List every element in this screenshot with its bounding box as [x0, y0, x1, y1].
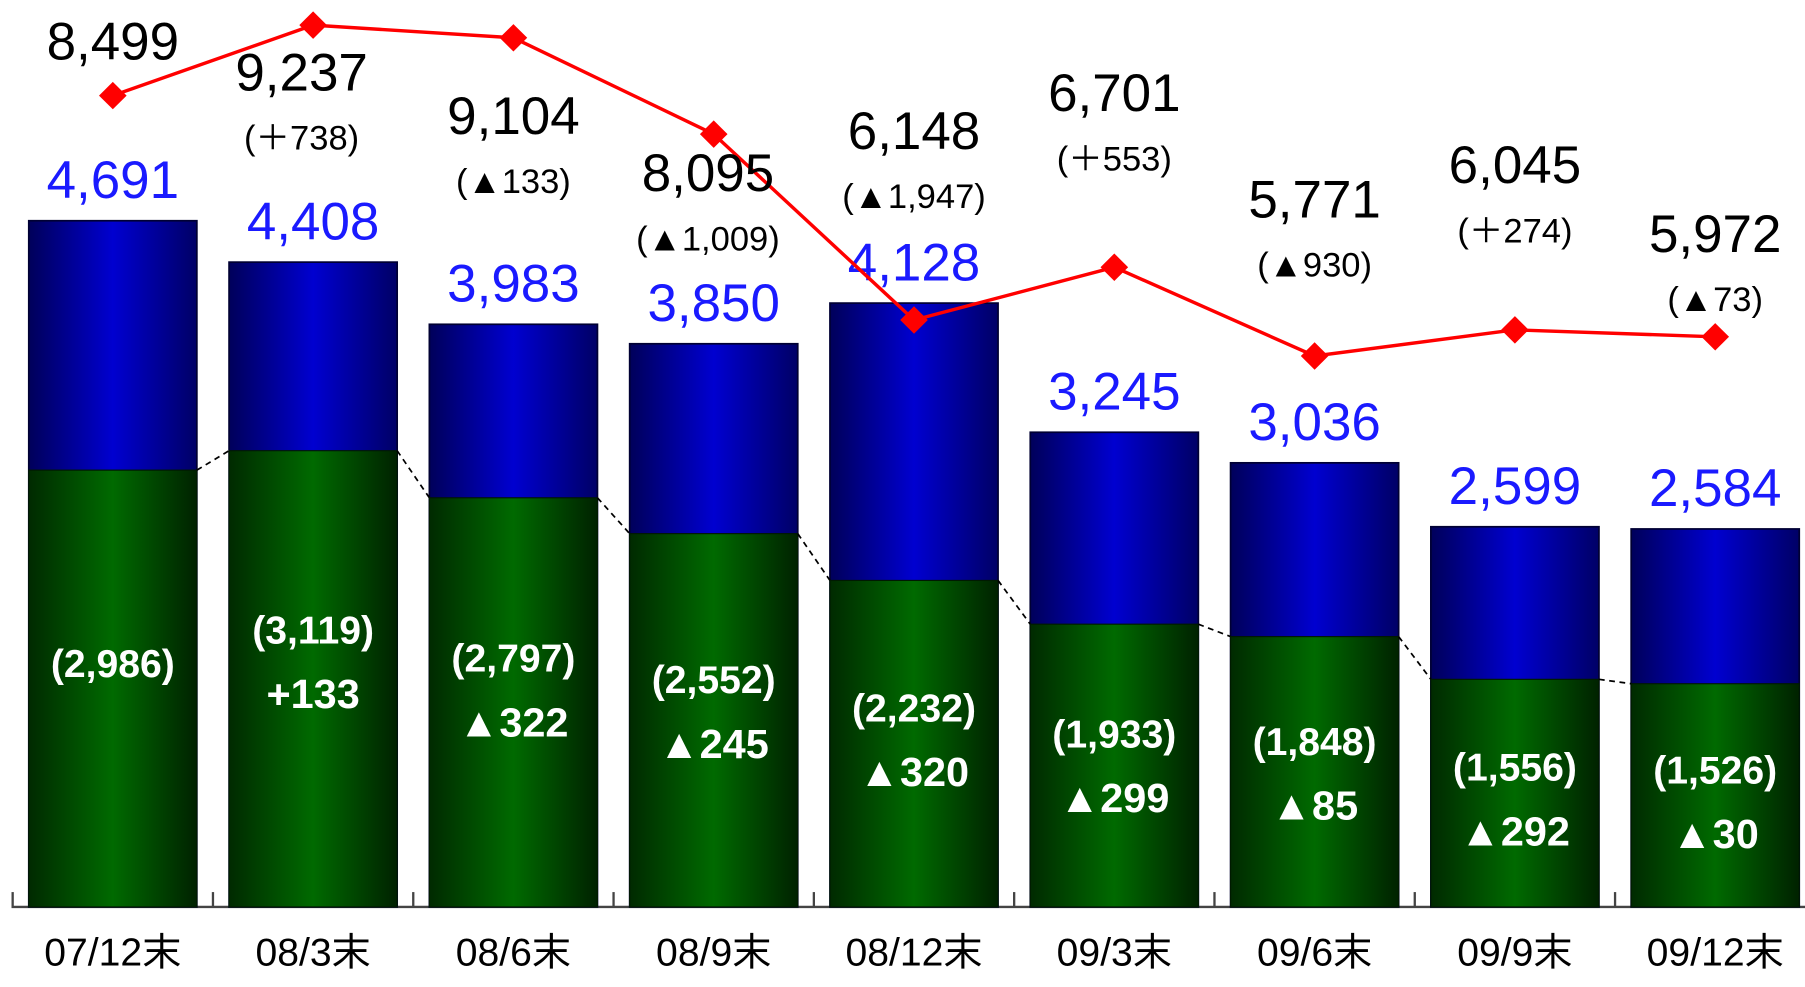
bar-value-label: (1,933) — [1052, 714, 1176, 757]
change-label: (▲1,947) — [842, 178, 986, 216]
connector — [196, 449, 230, 471]
x-tick-label: 09/12末 — [1647, 931, 1784, 974]
change-label: ▲322 — [458, 699, 568, 745]
line-value-label: 8,499 — [47, 13, 179, 72]
bar-value-label: (2,797) — [451, 638, 575, 681]
x-tick-label: 08/3末 — [255, 931, 370, 974]
x-tick-label: 07/12末 — [44, 931, 181, 974]
line-value-label: 6,701 — [1048, 64, 1180, 123]
marker — [299, 11, 327, 39]
x-tick-label: 09/6末 — [1257, 931, 1372, 974]
marker — [98, 81, 127, 110]
bar — [629, 533, 799, 908]
change-label: ▲299 — [1059, 775, 1169, 821]
line-value-label: 9,237 — [235, 44, 367, 103]
change-label: (＋274) — [1457, 212, 1572, 250]
bar — [228, 450, 398, 908]
bar-value-label: 4,691 — [47, 151, 179, 210]
marker — [499, 24, 528, 52]
change-label: ▲30 — [1672, 811, 1759, 857]
marker — [1100, 253, 1129, 281]
bar — [428, 497, 599, 908]
bar — [1430, 678, 1600, 908]
bar-value-label: (2,552) — [652, 659, 776, 702]
line-value-label: 6,045 — [1449, 136, 1581, 195]
bar-value-label: 3,245 — [1048, 363, 1180, 422]
bar-value-label: (1,556) — [1453, 747, 1577, 790]
marker — [1501, 316, 1529, 344]
bar-value-label: 2,584 — [1649, 459, 1781, 518]
bar-value-label: 4,408 — [247, 193, 379, 252]
line-value-label: 5,972 — [1649, 205, 1781, 264]
x-tick-label: 09/9末 — [1457, 931, 1572, 974]
bar-value-label: (2,232) — [852, 687, 976, 730]
bar-value-label: (3,119) — [252, 610, 374, 653]
marker — [1701, 323, 1730, 351]
connector — [797, 533, 831, 581]
bar — [829, 579, 999, 908]
x-tick-label: 09/3末 — [1057, 931, 1172, 974]
change-label: +133 — [266, 671, 359, 717]
marker — [1300, 342, 1329, 370]
change-label: (▲73) — [1667, 281, 1763, 319]
connector — [1598, 678, 1632, 685]
change-label: (▲1,009) — [636, 220, 780, 258]
bar-value-label: 3,850 — [647, 274, 779, 333]
change-label: ▲292 — [1460, 808, 1570, 854]
connector — [1198, 623, 1231, 638]
bar — [1630, 683, 1800, 908]
change-label: (＋553) — [1057, 140, 1172, 178]
connector — [596, 497, 631, 535]
line-value-label: 6,148 — [848, 102, 980, 161]
change-label: ▲85 — [1271, 783, 1358, 829]
x-tick-label: 08/12末 — [845, 931, 982, 974]
bar — [1230, 636, 1400, 908]
bar — [1029, 623, 1199, 908]
x-tick-label: 08/6末 — [456, 931, 571, 974]
change-label: ▲320 — [859, 749, 969, 795]
bar-value-label: 2,599 — [1449, 457, 1581, 516]
connector — [396, 450, 431, 499]
line-value-label: 9,104 — [447, 87, 579, 146]
line-value-label: 8,095 — [642, 144, 774, 203]
bar-value-label: (1,848) — [1253, 721, 1377, 764]
change-label: (▲133) — [456, 163, 571, 201]
connector — [997, 579, 1031, 625]
connector — [1397, 636, 1432, 680]
bar-value-label: 3,036 — [1248, 393, 1380, 452]
bar-value-label: 4,128 — [848, 234, 980, 293]
x-tick-label: 08/9末 — [656, 931, 771, 974]
bar-value-label: (1,526) — [1653, 749, 1777, 792]
change-label: (▲930) — [1257, 247, 1372, 285]
change-label: ▲245 — [659, 721, 769, 767]
bar — [28, 469, 198, 908]
change-label: (＋738) — [244, 120, 359, 158]
marker — [900, 306, 928, 334]
bar-value-label: 3,983 — [447, 255, 579, 314]
bar-value-label: (2,986) — [51, 643, 175, 686]
line-value-label: 5,771 — [1248, 171, 1380, 230]
